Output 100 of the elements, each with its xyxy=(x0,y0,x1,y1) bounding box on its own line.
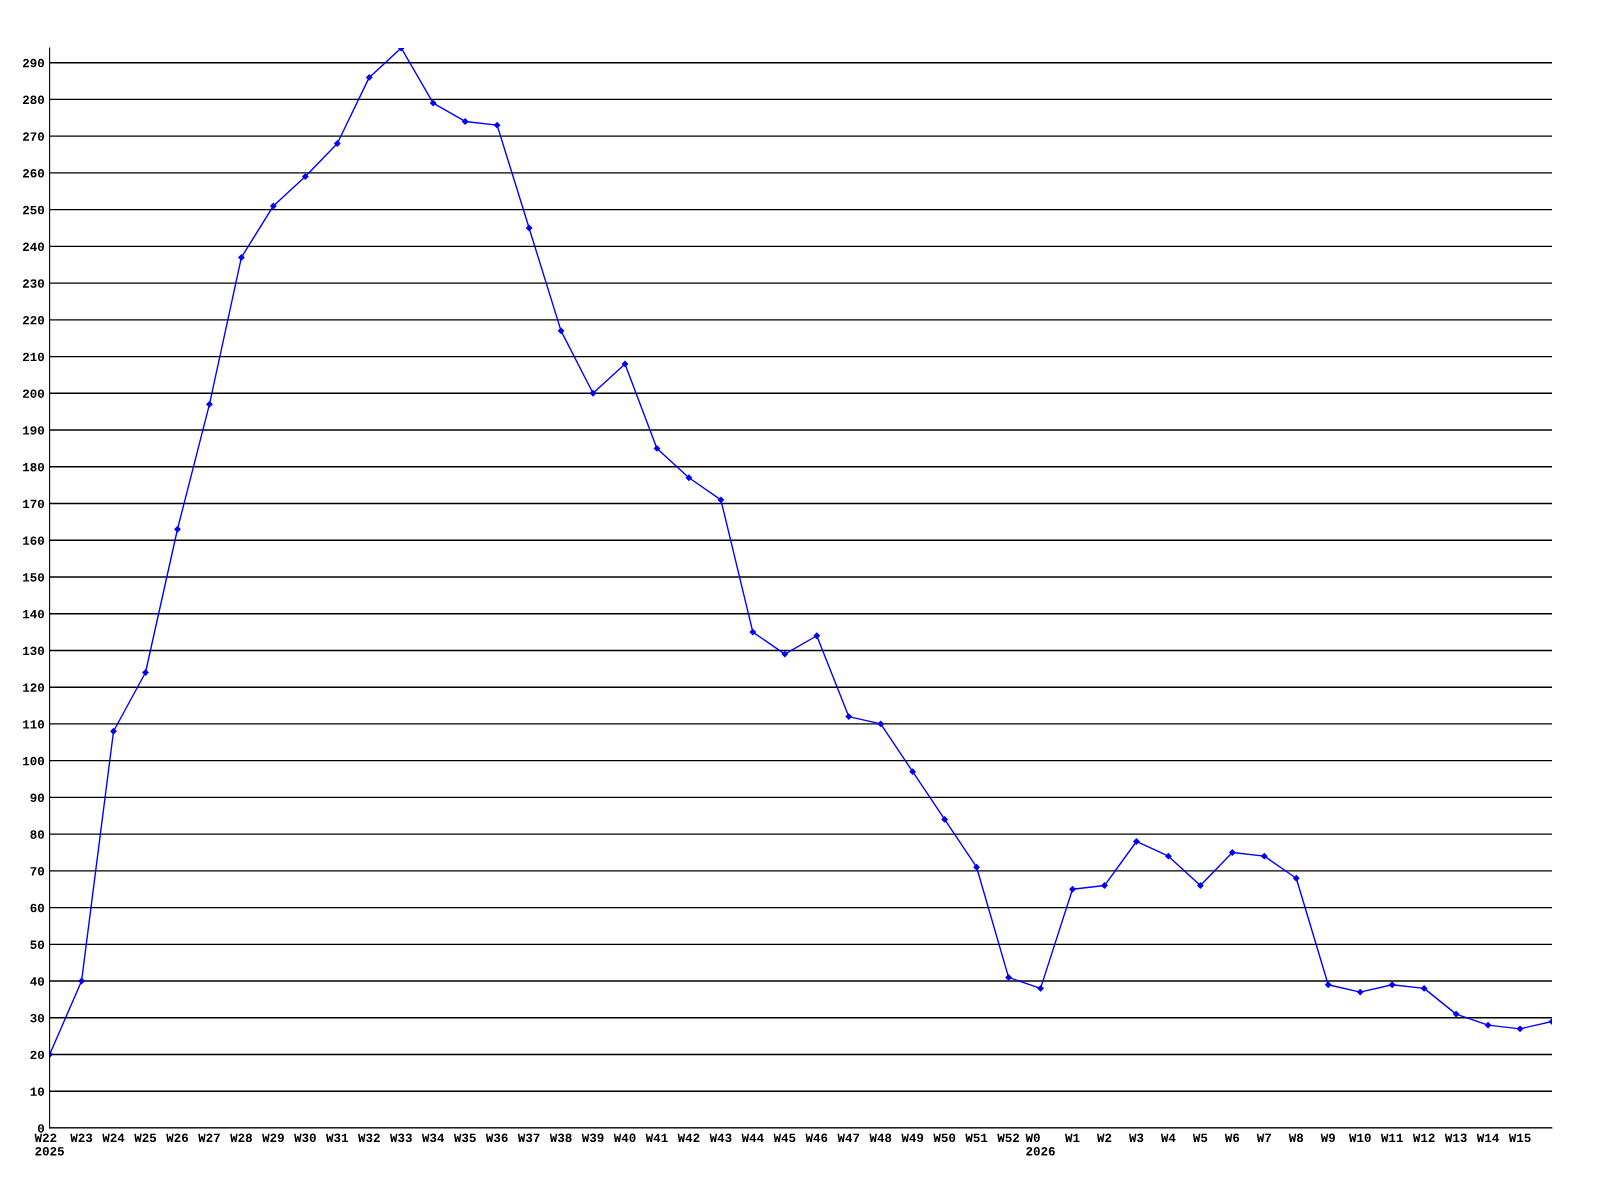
point xyxy=(1101,882,1108,889)
point xyxy=(749,628,757,636)
point xyxy=(1261,853,1268,860)
point xyxy=(1005,974,1012,981)
point xyxy=(621,360,629,368)
x-tick-label: W41 xyxy=(645,1133,668,1142)
y-tick-label: 100 xyxy=(23,756,45,766)
y-tick-label: 50 xyxy=(30,940,45,949)
y-tick-label: 140 xyxy=(23,609,45,619)
point xyxy=(685,474,693,481)
point xyxy=(1037,985,1044,992)
point xyxy=(174,526,181,533)
x-tick-label: W5 xyxy=(1192,1133,1208,1143)
x-tick-label: W43 xyxy=(709,1133,732,1143)
point xyxy=(78,977,85,985)
point xyxy=(845,713,852,720)
x-tick-label: W47 xyxy=(837,1133,860,1142)
x-tick-label: W35 xyxy=(453,1133,476,1143)
y-tick-label: 70 xyxy=(30,867,45,876)
point xyxy=(589,390,597,397)
x-tick-label: W10 xyxy=(1348,1133,1371,1143)
x-tick-label: W4 xyxy=(1160,1133,1176,1142)
x-tick-label: W44 xyxy=(741,1133,764,1142)
x-tick-label: W7 xyxy=(1256,1133,1271,1142)
y-tick-label: 260 xyxy=(22,169,45,178)
point xyxy=(206,401,213,408)
y-tick-label: 220 xyxy=(22,316,45,325)
x-tick-label: W25 xyxy=(134,1133,157,1143)
x-tick-label: W36 xyxy=(485,1133,508,1143)
point xyxy=(366,74,373,81)
point xyxy=(781,650,788,658)
point xyxy=(1069,886,1076,893)
x-tick-label: W1 xyxy=(1065,1133,1080,1142)
point xyxy=(653,445,661,452)
point xyxy=(813,632,820,639)
y-tick-label: 30 xyxy=(30,1013,45,1023)
point xyxy=(1133,838,1140,845)
x-tick-label: W32 xyxy=(358,1133,380,1143)
y-tick-label: 170 xyxy=(23,499,45,509)
x-tick-label: W14 xyxy=(1476,1133,1499,1142)
x-tick-label: W46 xyxy=(805,1133,828,1143)
y-tick-label: 90 xyxy=(30,793,45,803)
x-tick-label: W2 xyxy=(1096,1133,1112,1142)
x-tick-label: W0 2026 xyxy=(1025,1133,1055,1156)
point xyxy=(462,118,469,125)
x-tick-label: W26 xyxy=(166,1133,189,1143)
point xyxy=(1357,988,1364,996)
y-tick-label: 190 xyxy=(23,426,45,435)
x-tick-label: W51 xyxy=(965,1133,988,1143)
x-tick-label: W52 xyxy=(997,1133,1020,1143)
point xyxy=(1325,981,1332,988)
y-tick-label: 110 xyxy=(23,720,45,729)
x-tick-label: W29 xyxy=(262,1133,284,1143)
point xyxy=(302,173,309,180)
y-tick-label: 270 xyxy=(22,132,45,141)
point xyxy=(973,864,980,871)
x-tick-label: W40 xyxy=(613,1133,636,1143)
point xyxy=(334,140,341,147)
y-tick-label: 150 xyxy=(23,573,45,582)
x-tick-label: W24 xyxy=(102,1133,125,1142)
point xyxy=(1165,853,1172,860)
x-tick-label: W45 xyxy=(773,1133,796,1143)
x-tick-label: W15 xyxy=(1508,1133,1531,1143)
point xyxy=(430,99,437,107)
y-tick-label: 280 xyxy=(22,95,45,105)
point xyxy=(270,202,277,210)
point xyxy=(1484,1021,1492,1029)
x-tick-label: W28 xyxy=(230,1133,252,1143)
point xyxy=(1293,875,1300,882)
x-tick-label: W42 xyxy=(677,1133,700,1142)
point xyxy=(941,816,948,823)
x-tick-label: W6 xyxy=(1224,1133,1240,1143)
point xyxy=(142,669,149,676)
point xyxy=(1516,1025,1524,1032)
point xyxy=(877,720,884,728)
point xyxy=(1452,1010,1460,1018)
y-tick-label: 40 xyxy=(30,977,45,986)
y-tick-label: 0 xyxy=(37,1124,45,1133)
point xyxy=(525,224,533,232)
x-tick-label: W38 xyxy=(549,1133,572,1143)
x-tick-label: W31 xyxy=(326,1133,349,1143)
y-tick-label: 210 xyxy=(22,352,45,362)
y-tick-label: 180 xyxy=(23,462,45,472)
point xyxy=(1229,849,1236,856)
y-tick-label: 60 xyxy=(30,903,45,913)
point xyxy=(1420,985,1428,992)
point xyxy=(238,254,245,261)
y-tick-label: 230 xyxy=(22,279,45,288)
y-tick-label: 20 xyxy=(30,1050,45,1060)
y-tick-label: 240 xyxy=(22,242,45,252)
point xyxy=(1389,981,1396,988)
x-tick-label: W8 xyxy=(1288,1133,1304,1143)
y-tick-label: 80 xyxy=(30,830,45,839)
x-tick-label: W12 xyxy=(1412,1133,1435,1142)
x-tick-label: W39 xyxy=(581,1133,604,1143)
x-tick-label: W13 xyxy=(1444,1133,1467,1143)
point xyxy=(557,327,565,335)
x-tick-label: W49 xyxy=(901,1133,924,1143)
y-tick-label: 130 xyxy=(23,646,45,656)
x-tick-label: W33 xyxy=(389,1133,412,1143)
